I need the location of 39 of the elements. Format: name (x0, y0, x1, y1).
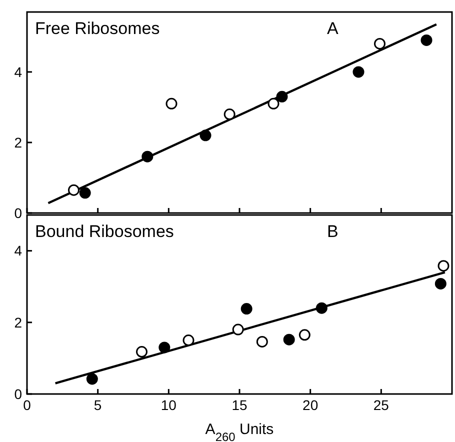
point (224, 108, 236, 120)
x-tick-label: 5 (94, 397, 102, 413)
point (142, 150, 154, 162)
point (268, 98, 280, 110)
point (276, 90, 288, 102)
point (316, 302, 328, 314)
point (240, 303, 252, 315)
y-tick-label: 0 (14, 204, 22, 221)
y-tick-label: 2 (14, 314, 22, 330)
point (256, 336, 268, 348)
annotation: A (327, 19, 339, 38)
point (182, 334, 194, 346)
annotation: B (327, 222, 338, 241)
point (79, 187, 91, 199)
point (438, 260, 450, 272)
y-tick-label: 4 (14, 64, 22, 80)
point (352, 66, 364, 78)
point (200, 130, 212, 142)
point (283, 334, 295, 346)
point (136, 346, 148, 358)
x-axis-title: A$_{260}$ Units (205, 421, 274, 442)
x-tick-label: 15 (232, 397, 248, 413)
x-tick-label: 10 (160, 397, 177, 413)
chart-title: Bound Ribosomes (35, 222, 174, 241)
y-tick-label: 2 (14, 134, 22, 150)
point (166, 98, 178, 110)
point (232, 324, 244, 336)
x-tick-label: 25 (373, 397, 390, 413)
point (86, 373, 98, 385)
x-tick-label: 20 (302, 397, 318, 413)
chart-title: Free Ribosomes (35, 19, 160, 38)
point (434, 278, 446, 290)
point (298, 329, 310, 341)
point (68, 184, 80, 196)
y-tick-label: 4 (14, 242, 22, 259)
point (374, 38, 386, 50)
point (158, 342, 170, 354)
point (420, 34, 432, 46)
y-tick-label: 0 (14, 386, 22, 402)
